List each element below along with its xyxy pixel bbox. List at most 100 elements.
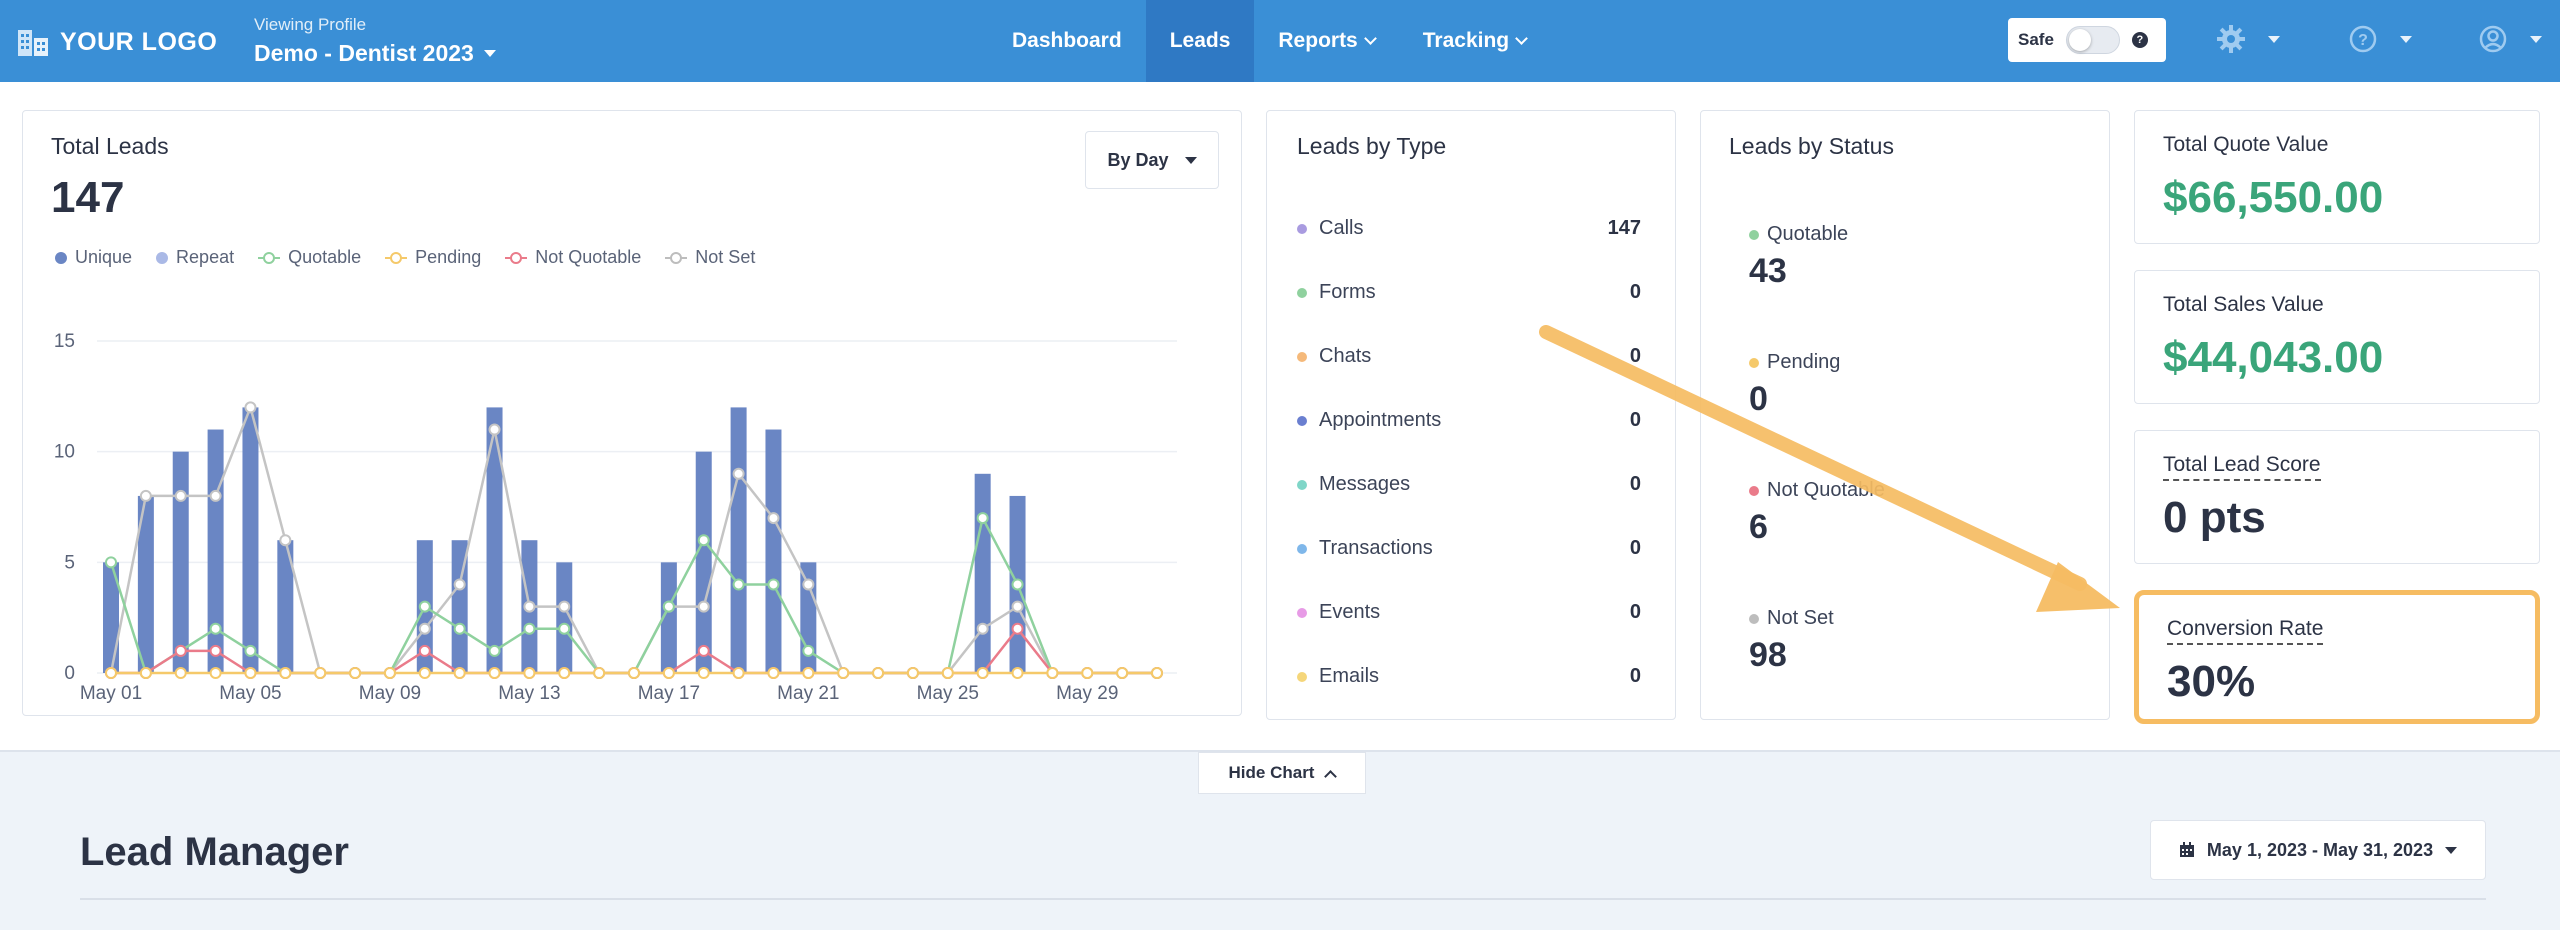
user-circle-icon — [2479, 25, 2507, 53]
type-row-transactions[interactable]: Transactions 0 — [1297, 537, 1641, 560]
legend-label: Quotable — [288, 247, 362, 267]
x-tick-label: May 01 — [80, 683, 142, 704]
nav-dashboard[interactable]: Dashboard — [988, 0, 1146, 82]
date-range-label: May 1, 2023 - May 31, 2023 — [2206, 839, 2434, 860]
legend-item-pending[interactable]: Pending — [385, 247, 481, 268]
date-range-picker[interactable]: May 1, 2023 - May 31, 2023 — [2150, 820, 2486, 880]
total-sales-value-label: Total Sales Value — [2163, 293, 2324, 316]
type-row-messages[interactable]: Messages 0 — [1297, 473, 1641, 496]
x-tick-label: May 21 — [777, 683, 839, 704]
point-pending — [697, 667, 710, 679]
nav-tracking[interactable]: Tracking — [1399, 0, 1550, 82]
point-not-set — [732, 467, 745, 480]
safe-mode-toggle[interactable] — [2065, 26, 2120, 54]
type-row-calls[interactable]: Calls 147 — [1297, 217, 1641, 240]
legend-item-not-quotable[interactable]: Not Quotable — [505, 247, 641, 268]
profile-selector[interactable]: Viewing Profile Demo - Dentist 2023 — [254, 15, 496, 67]
type-dot — [1297, 351, 1307, 362]
type-label: Events — [1319, 601, 1381, 623]
leads-by-status-title: Leads by Status — [1729, 133, 1894, 159]
point-not-set — [209, 489, 222, 502]
status-pending[interactable]: Pending 0 — [1749, 351, 1840, 419]
line-not-quotable — [111, 626, 1157, 675]
caret-down-icon — [2530, 35, 2542, 43]
bar-unique — [730, 407, 747, 673]
type-dot — [1297, 671, 1307, 682]
nav-tracking-label: Tracking — [1422, 29, 1510, 52]
status-count: 98 — [1749, 636, 1787, 674]
status-count: 43 — [1749, 252, 1787, 290]
hide-chart-button[interactable]: Hide Chart — [1198, 752, 1366, 794]
point-pending — [732, 667, 745, 679]
point-not-quotable — [418, 644, 431, 657]
legend-item-unique[interactable]: Unique — [55, 247, 132, 268]
type-row-appointments[interactable]: Appointments 0 — [1297, 409, 1641, 432]
caret-down-icon — [1184, 156, 1197, 164]
legend-label: Pending — [415, 247, 482, 267]
point-not-set — [523, 600, 536, 613]
conversion-rate-label[interactable]: Conversion Rate — [2167, 617, 2324, 645]
user-menu[interactable] — [2478, 24, 2542, 54]
legend-item-quotable[interactable]: Quotable — [258, 247, 361, 268]
type-row-events[interactable]: Events 0 — [1297, 601, 1641, 624]
type-row-chats[interactable]: Chats 0 — [1297, 345, 1641, 368]
point-quotable — [523, 622, 536, 635]
nav-reports-label: Reports — [1278, 29, 1358, 52]
bar-unique — [137, 495, 154, 673]
status-not-set[interactable]: Not Set 98 — [1749, 607, 1834, 675]
legend-swatch — [385, 251, 408, 264]
point-pending — [1151, 667, 1163, 679]
leads-by-type-title: Leads by Type — [1297, 133, 1447, 159]
point-pending — [244, 667, 257, 679]
leads-chart: 0 5 10 15 May 01 May 05 May 09 May 13 May 17 May … — [54, 331, 1177, 704]
type-row-forms[interactable]: Forms 0 — [1297, 281, 1641, 304]
caret-down-icon — [2400, 35, 2412, 43]
total-quote-value-label: Total Quote Value — [2163, 133, 2329, 156]
line-not-set — [109, 403, 1157, 675]
point-not-set — [279, 534, 292, 547]
bar-unique — [765, 429, 782, 673]
chevron-down-icon — [1363, 31, 1377, 45]
type-label: Transactions — [1319, 537, 1433, 559]
nav-leads[interactable]: Leads — [1145, 0, 1255, 82]
y-tick-label: 15 — [54, 331, 75, 352]
svg-text:?: ? — [2358, 32, 2368, 49]
total-sales-value-card: Total Sales Value $44,043.00 — [2134, 270, 2540, 404]
safe-label: Safe — [2018, 30, 2054, 49]
safe-help-icon[interactable]: ? — [2131, 32, 2148, 48]
x-tick-label: May 05 — [219, 683, 281, 704]
type-row-emails[interactable]: Emails 0 — [1297, 665, 1641, 688]
period-select-label: By Day — [1107, 149, 1169, 170]
status-quotable[interactable]: Quotable 43 — [1749, 223, 1848, 291]
nav-reports[interactable]: Reports — [1254, 0, 1398, 82]
profile-name: Demo - Dentist 2023 — [254, 40, 474, 66]
chart-legend: Unique Repeat Quotable Pending Not Quota… — [55, 247, 755, 268]
type-count: 0 — [1629, 409, 1641, 431]
status-not-quotable[interactable]: Not Quotable 6 — [1749, 479, 1885, 547]
total-lead-score-label[interactable]: Total Lead Score — [2163, 453, 2321, 481]
point-quotable — [418, 600, 431, 613]
x-tick-label: May 13 — [498, 683, 560, 704]
point-not-set — [697, 600, 710, 613]
type-count: 0 — [1629, 281, 1641, 303]
status-dot — [1749, 357, 1759, 368]
point-quotable — [732, 578, 745, 591]
status-dot — [1749, 485, 1759, 496]
point-quotable — [767, 578, 780, 591]
point-not-set — [418, 622, 431, 635]
help-circle-icon: ? — [2349, 25, 2377, 53]
leads-by-status-card: Leads by Status Quotable 43 Pending 0 Not Qu… — [1700, 110, 2110, 720]
logo[interactable]: YOUR LOGO — [16, 26, 217, 58]
point-not-set — [1011, 600, 1024, 613]
period-select[interactable]: By Day — [1085, 131, 1219, 189]
point-quotable — [802, 644, 815, 657]
legend-item-not-set[interactable]: Not Set — [665, 247, 755, 268]
section-divider — [80, 898, 2486, 900]
legend-swatch — [505, 251, 528, 264]
settings-menu[interactable] — [2216, 24, 2280, 54]
status-label: Not Quotable — [1767, 479, 1885, 501]
building-icon — [18, 30, 48, 56]
help-menu[interactable]: ? — [2348, 24, 2412, 54]
legend-item-repeat[interactable]: Repeat — [156, 247, 234, 268]
point-quotable — [976, 512, 989, 525]
